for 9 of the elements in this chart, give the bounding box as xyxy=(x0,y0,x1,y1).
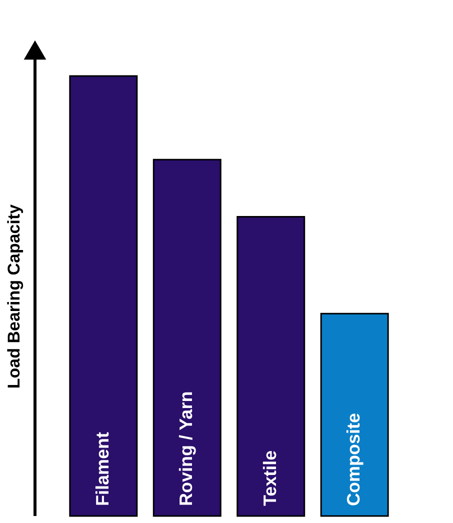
bar xyxy=(236,216,306,517)
x-tick-label: Textile xyxy=(260,450,280,506)
x-tick-label: Roving / Yarn xyxy=(176,391,196,506)
bar xyxy=(320,312,389,517)
bar xyxy=(69,75,138,517)
x-tick-label: Composite xyxy=(344,412,364,506)
y-axis-title: Load Bearing Capacity xyxy=(4,204,24,389)
bar xyxy=(152,158,222,517)
x-tick-label: Filament xyxy=(92,432,112,506)
